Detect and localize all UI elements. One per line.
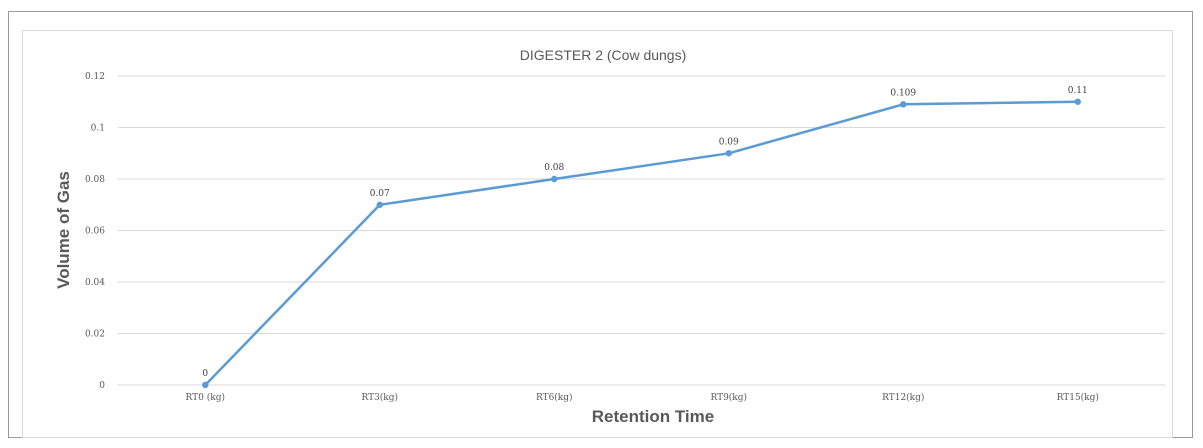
- data-point: [725, 150, 732, 157]
- data-label: 0.09: [719, 137, 739, 147]
- y-tick-label: 0.12: [85, 72, 105, 82]
- data-labels: 0 0.07 0.08 0.09 0.109 0.11: [202, 86, 1087, 379]
- data-point: [376, 201, 383, 208]
- y-tick-label: 0: [99, 381, 105, 391]
- x-tick-label: RT6(kg): [536, 392, 573, 403]
- x-axis-title: Retention Time: [592, 407, 714, 426]
- series-layer: [202, 98, 1081, 389]
- data-label: 0: [202, 369, 208, 379]
- chart-title: DIGESTER 2 (Cow dungs): [520, 47, 687, 63]
- y-tick-label: 0.1: [91, 124, 105, 134]
- x-tick-label: RT15(kg): [1057, 392, 1099, 403]
- data-point: [900, 101, 907, 108]
- data-label: 0.11: [1068, 86, 1088, 96]
- chart-area: [22, 30, 1173, 438]
- x-tick-labels: RT0 (kg) RT3(kg) RT6(kg) RT9(kg) RT12(kg) RT1…: [186, 392, 1099, 403]
- data-label: 0.109: [890, 88, 916, 98]
- y-tick-labels: 0 0.02 0.04 0.06 0.08 0.1 0.12: [85, 72, 105, 391]
- y-tick-label: 0.02: [85, 330, 105, 340]
- y-tick-label: 0.04: [85, 278, 105, 288]
- series-line: [204, 100, 1078, 386]
- x-tick-label: RT0 (kg): [186, 392, 225, 403]
- x-tick-label: RT9(kg): [710, 392, 747, 403]
- grid-layer: [118, 75, 1165, 386]
- data-point: [202, 381, 209, 389]
- y-axis-title: Volume of Gas: [54, 171, 73, 289]
- data-point: [1074, 98, 1081, 105]
- x-tick-label: RT3(kg): [361, 392, 398, 403]
- y-tick-label: 0.08: [85, 175, 105, 185]
- data-label: 0.08: [544, 163, 564, 173]
- y-tick-label: 0.06: [85, 227, 105, 237]
- data-label: 0.07: [370, 189, 390, 199]
- data-point: [551, 175, 558, 183]
- x-tick-label: RT12(kg): [882, 392, 924, 403]
